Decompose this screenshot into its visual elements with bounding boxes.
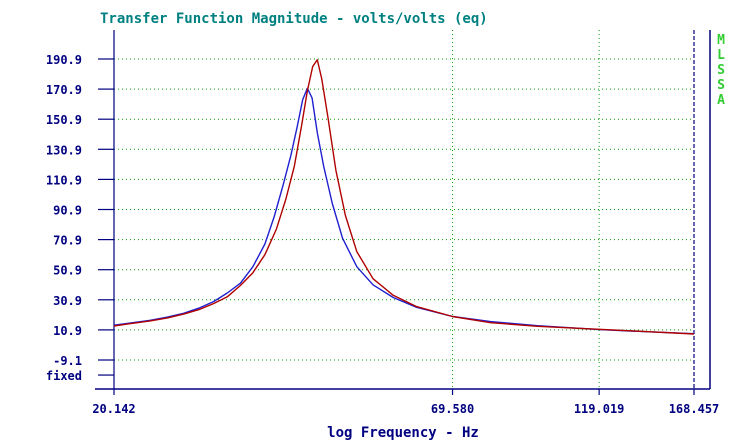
chart-title: Transfer Function Magnitude - volts/volt…	[100, 11, 488, 27]
y-tick-label: 190.9	[46, 53, 82, 67]
y-tick-label: -9.1	[53, 354, 82, 368]
grid-lines	[114, 30, 694, 389]
x-axis-label: log Frequency - Hz	[327, 425, 479, 441]
side-label-letter: L	[717, 48, 725, 63]
side-label-letter: M	[717, 33, 725, 48]
side-label-letter: S	[717, 63, 725, 78]
series-line-red	[113, 59, 695, 335]
x-tick-label: 20.142	[92, 402, 135, 416]
y-tick-label: fixed	[46, 369, 82, 383]
x-tick-label: 69.580	[431, 402, 474, 416]
y-tick-label: 130.9	[46, 143, 82, 157]
y-tick-label: 150.9	[46, 113, 82, 127]
series-layer	[113, 59, 695, 335]
y-axis-ticks: 190.9 170.9 150.9 130.9 110.9 90.9 70.9 50.9 30.…	[46, 53, 114, 383]
y-tick-label: 170.9	[46, 83, 82, 97]
y-tick-label: 70.9	[53, 234, 82, 248]
side-label-letter: S	[717, 78, 725, 93]
y-tick-label: 90.9	[53, 204, 82, 218]
y-tick-label: 10.9	[53, 324, 82, 338]
x-axis-ticks: 20.142 69.580 119.019 168.457	[92, 389, 719, 416]
y-tick-label: 50.9	[53, 264, 82, 278]
x-tick-label: 119.019	[574, 402, 625, 416]
y-tick-label: 110.9	[46, 173, 82, 187]
y-tick-label: 30.9	[53, 294, 82, 308]
side-label-letter: A	[717, 93, 725, 108]
series-line-blue	[113, 87, 695, 335]
x-tick-label: 168.457	[669, 402, 720, 416]
